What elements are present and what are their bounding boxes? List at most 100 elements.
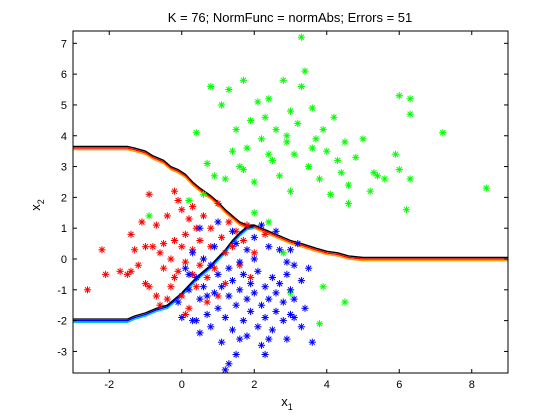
- blue-point: [250, 289, 258, 297]
- red-point: [174, 267, 182, 275]
- red-point: [127, 230, 135, 238]
- blue-point: [276, 280, 284, 288]
- boundary-2-line-3: [73, 227, 255, 323]
- blue-point: [236, 258, 244, 266]
- green-point: [272, 126, 280, 134]
- blue-point: [221, 366, 229, 374]
- boundary-1-line-2: [73, 147, 508, 260]
- green-point: [218, 101, 226, 109]
- green-point: [319, 126, 327, 134]
- red-point: [199, 212, 208, 220]
- blue-point: [308, 338, 316, 346]
- green-point: [207, 82, 215, 91]
- red-point: [83, 286, 92, 294]
- blue-point: [199, 283, 208, 291]
- red-point: [170, 187, 179, 195]
- red-point: [221, 249, 229, 257]
- green-point: [225, 85, 233, 94]
- blue-point: [196, 329, 204, 337]
- green-point: [203, 159, 211, 168]
- red-point: [225, 218, 233, 226]
- x-axis: -2 0 2 4 6 8: [104, 31, 475, 391]
- green-point: [294, 119, 302, 127]
- blue-point: [218, 338, 226, 346]
- green-point: [301, 67, 309, 75]
- green-point: [283, 132, 291, 140]
- blue-point: [239, 270, 247, 278]
- blue-point: [214, 270, 222, 278]
- green-point: [210, 172, 218, 180]
- green-point: [337, 169, 345, 177]
- blue-point: [228, 227, 237, 235]
- green-point: [283, 138, 291, 146]
- red-point: [102, 270, 110, 278]
- blue-point: [297, 277, 305, 285]
- y-tick-label: -2: [57, 316, 67, 328]
- red-point: [207, 224, 215, 232]
- blue-point: [265, 295, 273, 303]
- green-point: [192, 129, 200, 137]
- blue-point: [265, 243, 273, 251]
- y-tick-label: 0: [61, 254, 67, 266]
- green-point: [297, 33, 305, 41]
- y-tick-label: 4: [61, 131, 67, 143]
- blue-point: [225, 292, 233, 300]
- green-point: [265, 150, 273, 158]
- blue-point: [254, 267, 262, 275]
- boundary-1-line-3: [73, 148, 508, 262]
- green-point: [341, 298, 349, 306]
- blue-point: [196, 224, 204, 232]
- red-point: [167, 283, 175, 291]
- green-point: [290, 150, 298, 158]
- green-point: [250, 209, 258, 217]
- red-point: [185, 304, 193, 312]
- y-tick-label: 6: [61, 69, 67, 81]
- green-point: [308, 104, 316, 112]
- red-point: [134, 261, 142, 269]
- blue-point: [257, 221, 266, 229]
- red-point: [247, 273, 255, 282]
- blue-point: [272, 227, 280, 235]
- green-point: [406, 110, 414, 118]
- green-point: [286, 187, 295, 195]
- green-point: [392, 150, 400, 158]
- y-axis-label-main: x: [28, 204, 43, 211]
- blue-point: [192, 317, 200, 325]
- blue-point: [272, 307, 280, 315]
- blue-point: [247, 307, 255, 315]
- green-point: [185, 196, 193, 205]
- green-point: [257, 135, 266, 143]
- green-point: [145, 212, 153, 220]
- blue-point: [265, 335, 273, 343]
- red-point: [116, 267, 124, 275]
- red-point: [156, 249, 164, 257]
- blue-point: [232, 240, 240, 248]
- blue-point: [178, 313, 186, 322]
- red-point: [203, 273, 211, 282]
- y-axis-label: x2: [28, 199, 46, 211]
- blue-point: [283, 335, 291, 343]
- blue-point: [210, 243, 218, 251]
- y-tick-label: 3: [61, 162, 67, 174]
- green-point: [352, 153, 360, 161]
- blue-point: [290, 295, 298, 303]
- red-point: [98, 246, 106, 254]
- blue-point: [301, 304, 309, 312]
- green-point: [250, 178, 258, 186]
- red-point: [239, 236, 247, 245]
- red-point: [145, 283, 153, 291]
- green-point: [268, 156, 276, 164]
- red-point: [181, 258, 189, 266]
- green-point: [323, 147, 331, 155]
- blue-point: [290, 261, 298, 269]
- blue-point: [210, 289, 218, 297]
- blue-point: [174, 298, 182, 306]
- blue-point: [294, 240, 302, 248]
- blue-point: [189, 249, 197, 257]
- blue-point: [228, 277, 237, 285]
- green-point: [243, 144, 251, 152]
- chart-title: K = 76; NormFunc = normAbs; Errors = 51: [168, 10, 413, 25]
- green-point: [276, 172, 284, 180]
- x-axis-label: x1: [281, 394, 293, 412]
